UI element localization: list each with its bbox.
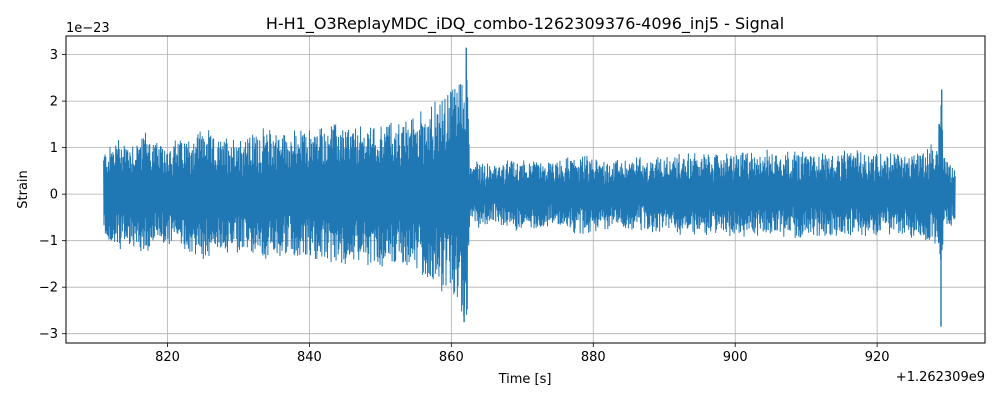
- y-tick-label: −2: [39, 281, 58, 296]
- x-axis-ticks: 820 840 860 880 900 920: [155, 343, 890, 365]
- y-tick-label: −1: [39, 234, 58, 249]
- y-tick-label: 1: [50, 141, 58, 156]
- y-tick-label: 0: [50, 188, 58, 203]
- x-tick-label: 920: [865, 350, 890, 365]
- x-tick-label: 860: [439, 350, 464, 365]
- signal-series-line: [103, 70, 956, 316]
- x-tick-label: 900: [723, 350, 748, 365]
- y-axis-ticks: −3 −2 −1 0 1 2 3: [39, 48, 66, 342]
- x-tick-label: 820: [155, 350, 180, 365]
- x-axis-label: Time [s]: [498, 372, 552, 387]
- x-offset-label: +1.262309e9: [896, 370, 985, 385]
- y-tick-label: 3: [50, 48, 58, 63]
- y-axis-label: Strain: [16, 170, 31, 209]
- x-tick-label: 840: [297, 350, 322, 365]
- series-layer: [103, 47, 956, 327]
- axes-frame: [65, 35, 986, 344]
- y-scale-label: 1e−23: [66, 21, 110, 36]
- chart-title: H-H1_O3ReplayMDC_iDQ_combo-1262309376-40…: [266, 14, 784, 34]
- y-tick-label: 2: [50, 95, 58, 110]
- x-tick-label: 880: [581, 350, 606, 365]
- y-tick-label: −3: [39, 327, 58, 342]
